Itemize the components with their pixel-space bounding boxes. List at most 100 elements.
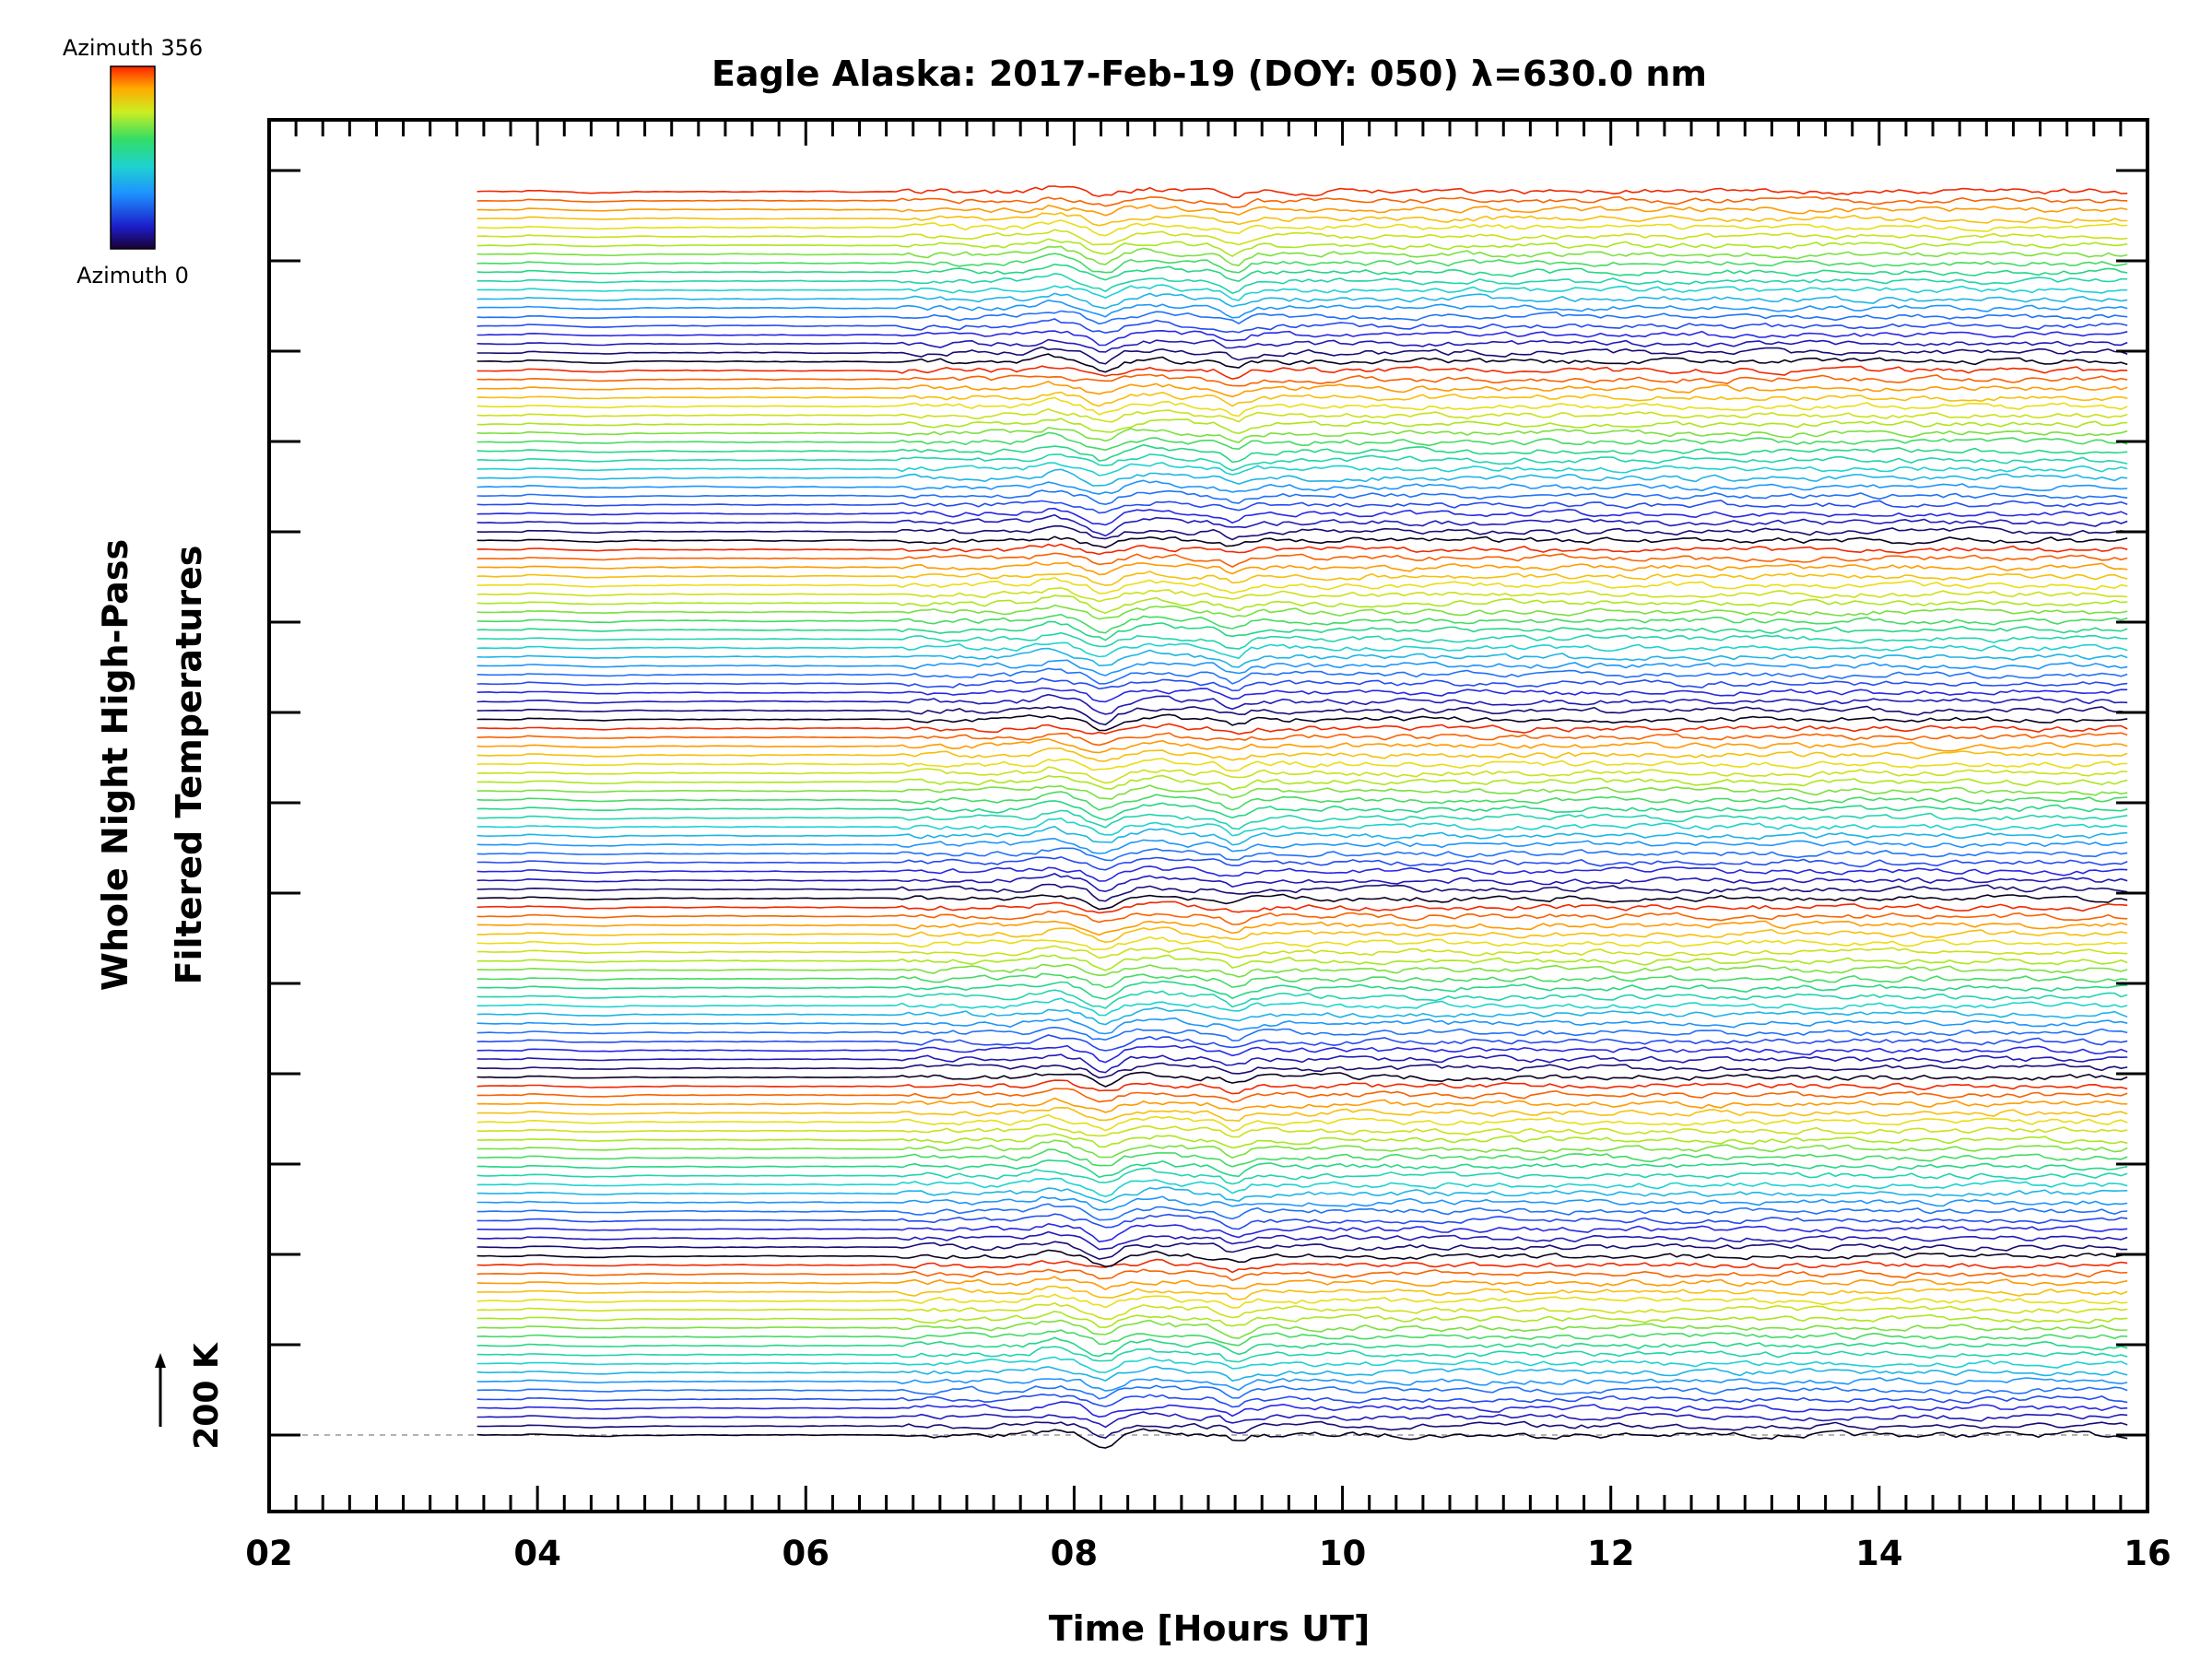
- series-line: [477, 245, 2128, 266]
- series-line: [477, 299, 2128, 319]
- y-axis-label-line1: Whole Night High-Pass: [95, 539, 135, 991]
- series-line: [477, 855, 2128, 871]
- series-line: [477, 1310, 2128, 1329]
- series-line: [477, 963, 2128, 978]
- scale-bar: 200 K: [155, 1342, 226, 1450]
- series-line: [477, 1213, 2128, 1230]
- series-line: [477, 1377, 2128, 1392]
- series-line: [477, 1034, 2128, 1052]
- series-line: [477, 229, 2128, 246]
- series-line: [477, 723, 2128, 735]
- series-line: [477, 847, 2128, 862]
- colorbar-top-label: Azimuth 356: [63, 35, 203, 61]
- series-line: [477, 784, 2128, 800]
- series-line: [477, 1017, 2128, 1035]
- series-line: [477, 524, 2128, 541]
- series-line: [477, 346, 2128, 365]
- series-line: [477, 396, 2128, 418]
- series-line: [477, 1268, 2128, 1282]
- series-line: [477, 1148, 2128, 1168]
- series-line: [477, 1053, 2128, 1074]
- series-line: [477, 1133, 2128, 1149]
- series-line: [477, 766, 2128, 784]
- colorbar-bottom-label: Azimuth 0: [76, 263, 189, 288]
- series-line: [477, 989, 2128, 1009]
- series-line: [477, 479, 2128, 495]
- series-line: [477, 1071, 2128, 1088]
- series-line: [477, 329, 2128, 347]
- series-line: [477, 677, 2128, 692]
- colorbar-gradient: [110, 65, 156, 250]
- scale-bar-label: 200 K: [188, 1342, 226, 1450]
- series-line: [477, 513, 2128, 537]
- series-line: [477, 204, 2128, 217]
- series-line: [477, 253, 2128, 274]
- series-line: [477, 1097, 2128, 1113]
- series-line: [477, 935, 2128, 951]
- series-line: [477, 1393, 2128, 1408]
- series-line: [477, 1079, 2128, 1095]
- series-line: [477, 427, 2128, 443]
- series-line: [477, 365, 2128, 381]
- series-line: [477, 1411, 2128, 1429]
- series-line: [477, 1044, 2128, 1064]
- series-line: [477, 705, 2128, 726]
- series-line: [477, 1114, 2128, 1133]
- x-tick-label: 12: [1587, 1534, 1635, 1573]
- series-line: [477, 561, 2128, 576]
- series-line: [477, 837, 2128, 854]
- y-axis-label-line2: Filtered Temperatures: [169, 546, 209, 985]
- series-line: [477, 353, 2128, 373]
- series-line: [477, 462, 2128, 477]
- series-line: [477, 1177, 2128, 1198]
- series-line: [477, 604, 2128, 620]
- series-line: [477, 1293, 2128, 1309]
- series-line: [477, 687, 2128, 703]
- series-line: [477, 865, 2128, 882]
- series-line: [477, 1106, 2128, 1123]
- series-line: [477, 737, 2128, 754]
- series-line: [477, 1319, 2128, 1339]
- series-line: [477, 292, 2128, 310]
- series-line: [477, 507, 2128, 526]
- series-line: [477, 747, 2128, 762]
- series-line: [477, 1302, 2128, 1321]
- series-line: [477, 873, 2128, 893]
- series-line: [477, 1195, 2128, 1211]
- scale-bar-arrowhead: [155, 1353, 166, 1368]
- series-line: [477, 373, 2128, 387]
- series-line: [477, 418, 2128, 435]
- series-line: [477, 980, 2128, 1000]
- series-line: [477, 1241, 2128, 1260]
- colorbar: Azimuth 356 Azimuth 0: [63, 35, 203, 288]
- series-line: [477, 910, 2128, 925]
- series-line: [477, 185, 2128, 199]
- series-line: [477, 774, 2128, 791]
- x-tick-label: 04: [513, 1534, 561, 1573]
- series-line: [477, 408, 2128, 423]
- series-line: [477, 571, 2128, 586]
- x-tick-label: 14: [1855, 1534, 1903, 1573]
- x-tick-label: 02: [245, 1534, 293, 1573]
- series-line: [477, 713, 2128, 732]
- series-line: [477, 791, 2128, 811]
- series-line: [477, 825, 2128, 846]
- series-line: [477, 613, 2128, 634]
- series-line: [477, 1428, 2128, 1449]
- series-line: [477, 945, 2128, 959]
- x-tick-label: 06: [782, 1534, 830, 1573]
- series-line: [477, 1336, 2128, 1358]
- series-line: [477, 263, 2128, 283]
- series-line: [477, 1365, 2128, 1382]
- series-line: [477, 587, 2128, 603]
- series-line: [477, 552, 2128, 568]
- series-line: [477, 443, 2128, 464]
- series-line: [477, 926, 2128, 944]
- series-line: [477, 594, 2128, 615]
- series-line: [477, 1062, 2128, 1079]
- series-line: [477, 431, 2128, 452]
- series-line: [477, 489, 2128, 506]
- x-tick-label: 16: [2124, 1534, 2171, 1573]
- series-line: [477, 535, 2128, 548]
